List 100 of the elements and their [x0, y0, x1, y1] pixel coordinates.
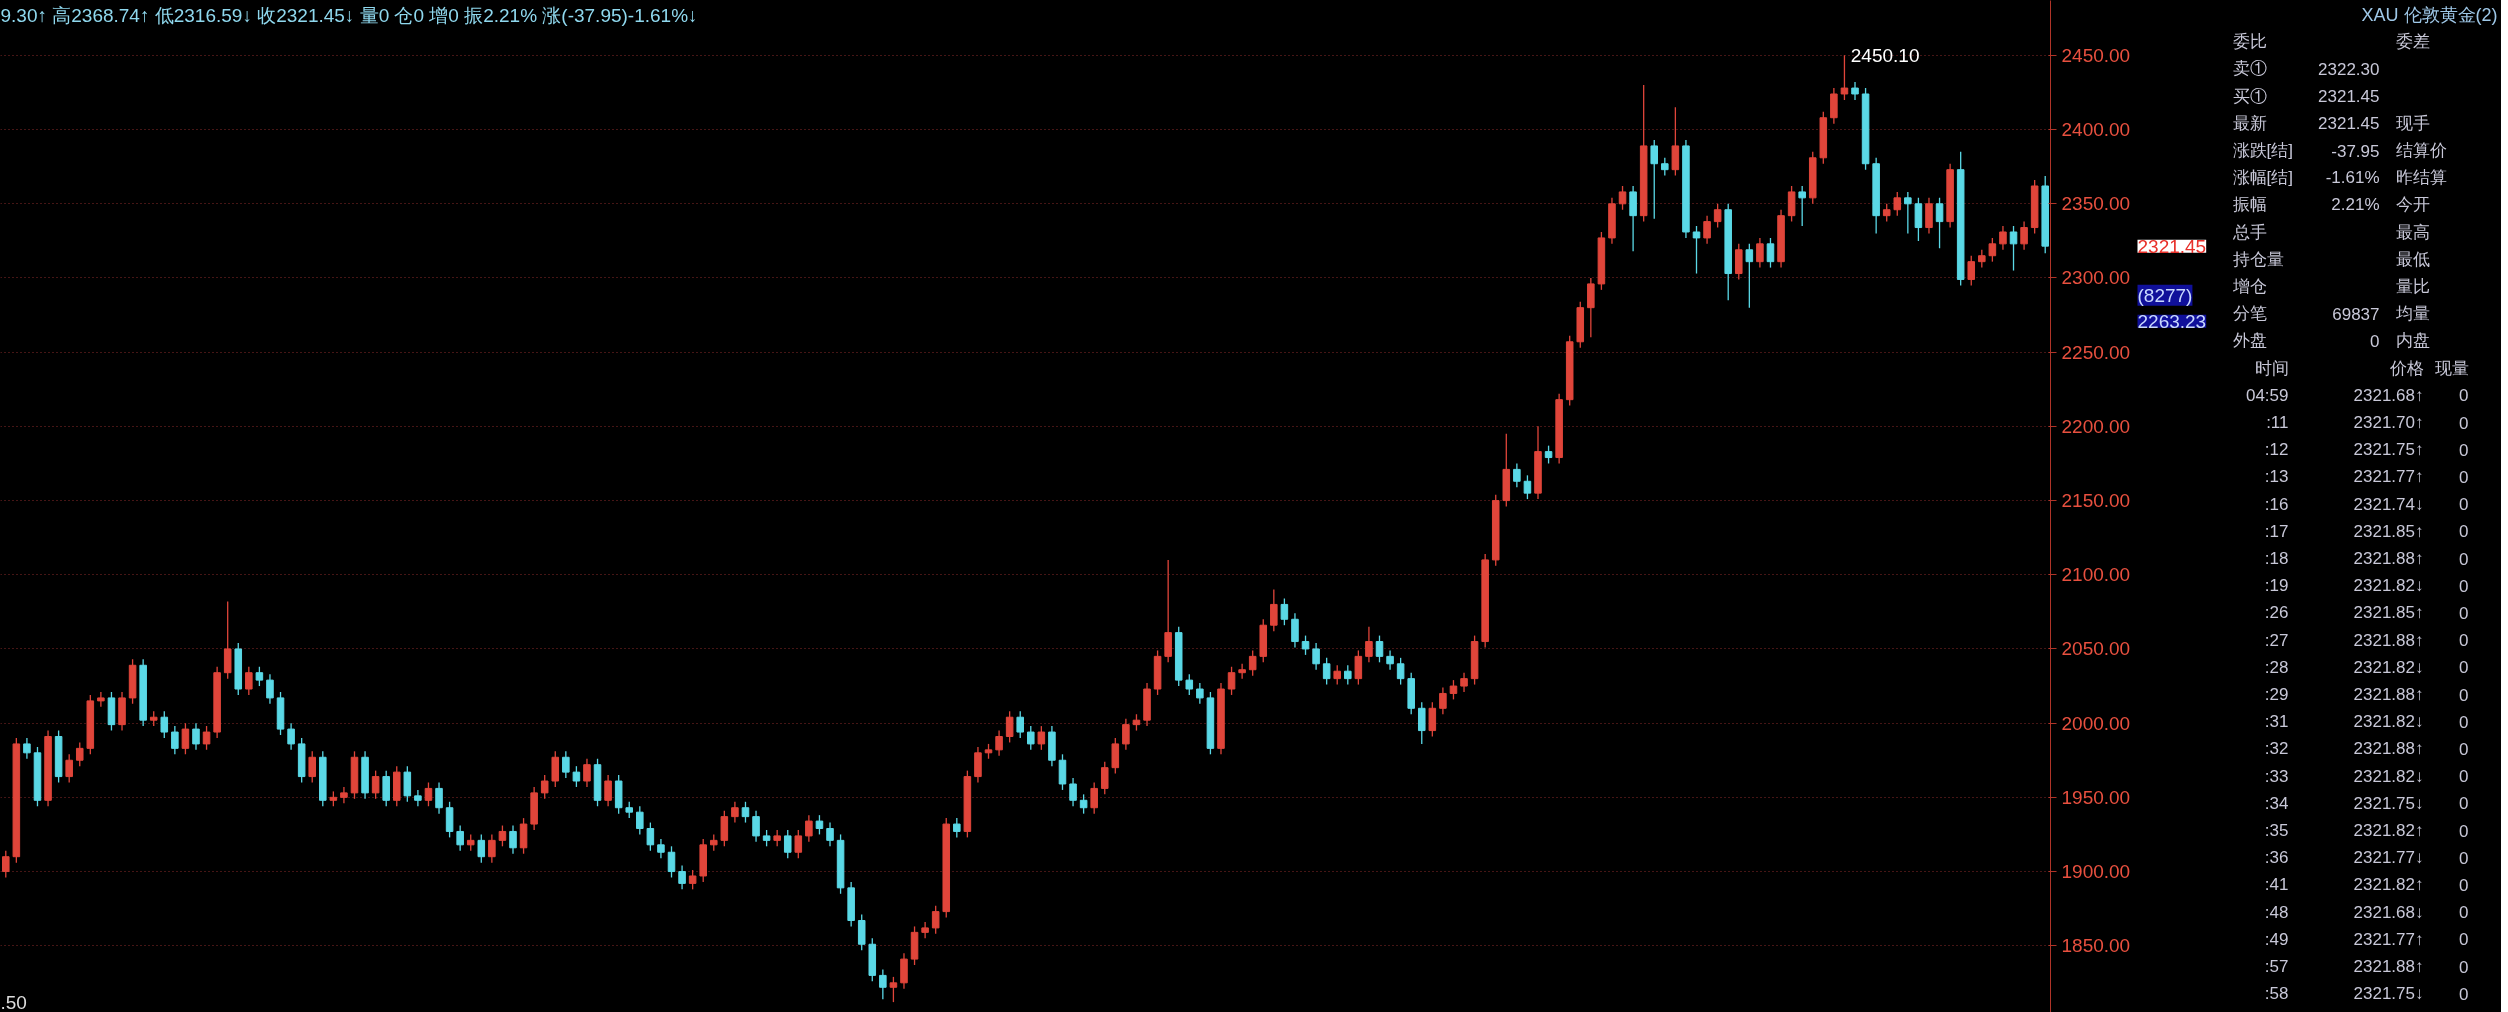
candlestick: [572, 765, 581, 788]
candlestick: [1164, 559, 1172, 663]
candlestick: [1692, 225, 1701, 275]
candlestick: [1016, 710, 1024, 739]
y-tick-label: 2350.00: [2061, 193, 2131, 215]
chart-title: 9.30↑ 高2368.74↑ 低2316.59↓ 收2321.45↓ 量0 仓0 增0 振2.21% 涨(-37.95)-1.61%↓: [0, 4, 698, 26]
candlestick: [1449, 679, 1458, 701]
candlestick: [1196, 682, 1204, 705]
text: :11 2321.70↑ 0: [2266, 413, 2469, 433]
candlestick: [1840, 54, 1849, 101]
text: :32 2321.88↑ 0: [2264, 739, 2469, 759]
candlestick: [678, 864, 686, 890]
candlestick: [160, 710, 169, 739]
candlestick: [371, 769, 380, 800]
candlestick: [287, 722, 295, 751]
candlestick: [1650, 139, 1659, 220]
candlestick: [604, 774, 612, 807]
text: 最新 2321.45 现手: [2232, 113, 2430, 134]
candlestick: [223, 600, 232, 680]
text: :58 2321.75↓ 0: [2264, 984, 2469, 1004]
candlestick: [1914, 197, 1923, 242]
candlestick: [1629, 185, 1637, 252]
text: 涨跌[结] -37.95 结算价: [2232, 141, 2447, 161]
candlestick: [1417, 701, 1426, 745]
candlestick: [921, 921, 929, 939]
candlestick: [171, 725, 179, 755]
candlestick: [1904, 191, 1912, 235]
text: 买① 2321.45: [2232, 86, 2380, 107]
text: :48 2321.68↓ 0: [2264, 902, 2469, 923]
candlestick: [857, 913, 866, 951]
candlestick: [1735, 243, 1743, 281]
annotation: .50: [0, 991, 27, 1012]
candlestick: [1069, 777, 1077, 807]
candlestick: [1365, 626, 1373, 663]
candlestick: [1618, 185, 1627, 211]
candlestick: [815, 814, 824, 836]
y-tick-label: 1950.00: [2061, 786, 2131, 808]
text: :16 2321.74↓ 0: [2264, 494, 2469, 515]
candlestick: [1756, 237, 1764, 269]
candlestick: [1703, 215, 1711, 245]
candlestick: [1523, 474, 1532, 500]
candlestick: [1270, 588, 1278, 632]
candlestick: [931, 905, 940, 935]
candlestick: [266, 673, 274, 705]
y-tick-label: 2250.00: [2061, 341, 2131, 363]
candlestick: [1935, 197, 1944, 249]
candlestick: [75, 741, 84, 767]
text: 04:59 2321.68↑ 0: [2245, 385, 2469, 406]
candlestick: [1745, 243, 1754, 309]
candlestick: [498, 824, 507, 847]
candlestick: [1058, 753, 1067, 791]
candlestick: [2020, 220, 2028, 251]
candlestick: [255, 666, 264, 687]
candlestick: [245, 666, 253, 696]
text: :17 2321.85↑ 0: [2264, 521, 2469, 542]
candlestick: [202, 725, 211, 751]
y-tick-label: 2300.00: [2061, 267, 2131, 289]
annotation: 2450.10: [1850, 44, 1920, 66]
candlestick: [1122, 718, 1130, 751]
candlestick: [1227, 666, 1236, 696]
text: 2321.45: [2137, 235, 2207, 257]
candlestick: [667, 845, 676, 879]
text: :33 2321.82↓ 0: [2264, 766, 2469, 787]
candlestick: [879, 968, 887, 1000]
text: 时间 价格 现量: [2254, 358, 2469, 378]
candlestick: [192, 722, 200, 751]
candlestick: [1333, 664, 1341, 686]
text: :29 2321.88↑ 0: [2264, 685, 2469, 705]
text: 涨幅[结] -1.61% 昨结算: [2232, 168, 2447, 188]
candlestick: [1798, 185, 1806, 227]
y-tick-label: 2150.00: [2061, 490, 2131, 512]
text: 分笔 69837 均量: [2232, 304, 2430, 324]
candlestick: [1375, 634, 1384, 663]
candlestick: [1027, 725, 1035, 751]
candlestick: [424, 781, 433, 807]
text: :36 2321.77↓ 0: [2264, 848, 2469, 868]
candlestick: [1967, 255, 1976, 287]
candlestick: [731, 801, 739, 824]
candlestick: [1830, 87, 1838, 125]
text: :31 2321.82↓ 0: [2264, 712, 2469, 732]
text: 持仓量 最低: [2232, 249, 2430, 269]
candlestick: [1439, 686, 1447, 715]
text: :41 2321.82↑ 0: [2264, 875, 2469, 895]
candlestick: [1925, 197, 1933, 235]
y-tick-label: 2100.00: [2061, 564, 2131, 586]
candlestick: [551, 750, 560, 788]
candlestick: [1344, 664, 1352, 686]
text: 2263.23: [2137, 310, 2207, 332]
candlestick: [403, 765, 412, 803]
candlestick: [636, 805, 644, 836]
candlestick: [477, 833, 486, 864]
candlestick: [974, 746, 982, 784]
candlestick: [1460, 672, 1468, 693]
y-tick-label: 1850.00: [2061, 935, 2131, 957]
candlestick: [340, 786, 348, 804]
candlestick: [657, 838, 665, 859]
candlestick: [1248, 649, 1257, 677]
y-tick-label: 1900.00: [2061, 861, 2131, 883]
text: :34 2321.75↓ 0: [2264, 793, 2469, 814]
candlestick: [1111, 737, 1120, 775]
